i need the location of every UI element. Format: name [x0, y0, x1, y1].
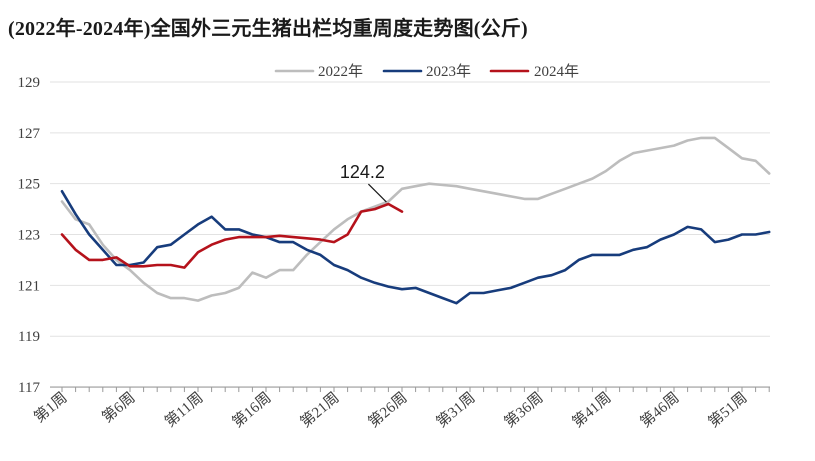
x-tick-label: 第41周 — [569, 388, 615, 431]
y-tick-label: 127 — [18, 126, 41, 142]
x-tick-label: 第11周 — [161, 388, 207, 430]
gridlines — [50, 81, 770, 337]
legend-item-2024: 2024年 — [489, 63, 579, 80]
legend-item-2023: 2023年 — [382, 63, 471, 80]
series-line-2023 — [60, 190, 771, 305]
annotations: 124.2 — [340, 162, 387, 203]
y-tick-label: 125 — [18, 177, 41, 193]
annotation-label: 124.2 — [340, 162, 385, 182]
x-axis: 第1周 第6周 第11周 第16周 第21周 第26周 第31周 第36周 第41周 第46周 第5… — [30, 386, 770, 431]
y-tick-label: 117 — [18, 380, 40, 396]
legend-label-2022: 2022年 — [318, 63, 363, 80]
x-tick-label: 第36周 — [501, 388, 547, 431]
x-tick-label: 第16周 — [229, 388, 275, 431]
x-tick-label: 第31周 — [433, 388, 479, 431]
y-tick-label: 129 — [18, 75, 41, 91]
x-tick-label: 第51周 — [705, 388, 751, 431]
x-tick-label: 第6周 — [98, 388, 138, 426]
y-tick-label: 123 — [18, 228, 41, 244]
y-axis: 117 119 121 123 125 127 129 — [18, 75, 41, 396]
annotation-leader-line — [367, 183, 387, 203]
x-tick-label: 第46周 — [637, 388, 683, 431]
legend-label-2023: 2023年 — [426, 63, 471, 80]
series-line-2022 — [60, 136, 771, 302]
legend: 2022年 2023年 2024年 — [274, 63, 579, 80]
series-line-2024 — [60, 202, 404, 269]
legend-item-2022: 2022年 — [274, 63, 363, 80]
x-tick-label: 第26周 — [365, 388, 411, 431]
y-tick-label: 119 — [18, 329, 40, 345]
chart-title: (2022年-2024年)全国外三元生猪出栏均重周度走势图(公斤) — [8, 18, 528, 40]
x-tick-label: 第21周 — [297, 388, 343, 431]
series — [60, 136, 771, 305]
y-tick-label: 121 — [18, 278, 41, 294]
legend-label-2024: 2024年 — [534, 63, 579, 80]
